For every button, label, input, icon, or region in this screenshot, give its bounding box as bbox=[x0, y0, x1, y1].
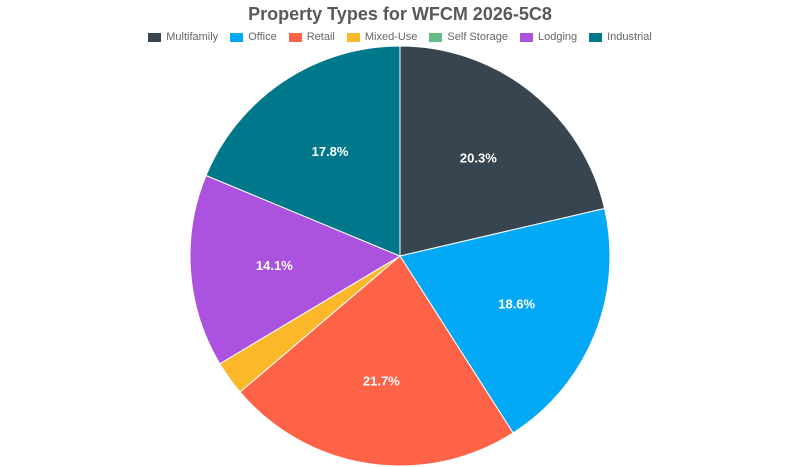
legend: Multifamily Office Retail Mixed-Use Self Sto… bbox=[0, 31, 800, 43]
pie-slice-multifamily[interactable] bbox=[399, 45, 606, 257]
legend-label: Multifamily bbox=[166, 31, 219, 43]
legend-item[interactable]: Self Storage bbox=[429, 31, 508, 43]
legend-label: Self Storage bbox=[447, 31, 508, 43]
legend-swatch bbox=[346, 32, 360, 42]
chart-title: Property Types for WFCM 2026-5C8 bbox=[248, 4, 552, 24]
legend-label: Industrial bbox=[607, 31, 652, 43]
slice-label: 17.8% bbox=[312, 144, 349, 159]
legend-item[interactable]: Mixed-Use bbox=[346, 31, 418, 43]
legend-label: Office bbox=[248, 31, 277, 43]
legend-label: Retail bbox=[306, 31, 335, 43]
legend-swatch bbox=[230, 32, 244, 42]
pie-slice-retail[interactable] bbox=[239, 255, 514, 467]
legend-swatch bbox=[589, 32, 603, 42]
legend-swatch bbox=[148, 32, 162, 42]
legend-label: Mixed-Use bbox=[364, 31, 418, 43]
legend-item[interactable]: Retail bbox=[288, 31, 335, 43]
legend-item[interactable]: Lodging bbox=[519, 31, 578, 43]
slice-label: 18.6% bbox=[498, 297, 535, 312]
legend-swatch bbox=[429, 32, 443, 42]
legend-label: Lodging bbox=[537, 31, 578, 43]
legend-swatch bbox=[288, 32, 302, 42]
legend-item[interactable]: Multifamily bbox=[148, 31, 218, 43]
legend-item[interactable]: Industrial bbox=[589, 31, 652, 43]
pie-slice-industrial[interactable] bbox=[205, 45, 401, 257]
pie-slice-lodging[interactable] bbox=[189, 174, 402, 365]
pie-slice-office[interactable] bbox=[399, 207, 611, 434]
slice-label: 21.7% bbox=[363, 374, 400, 389]
legend-swatch bbox=[519, 32, 533, 42]
slice-label: 20.3% bbox=[460, 150, 497, 165]
slice-label: 14.1% bbox=[256, 258, 293, 273]
legend-item[interactable]: Office bbox=[230, 31, 277, 43]
